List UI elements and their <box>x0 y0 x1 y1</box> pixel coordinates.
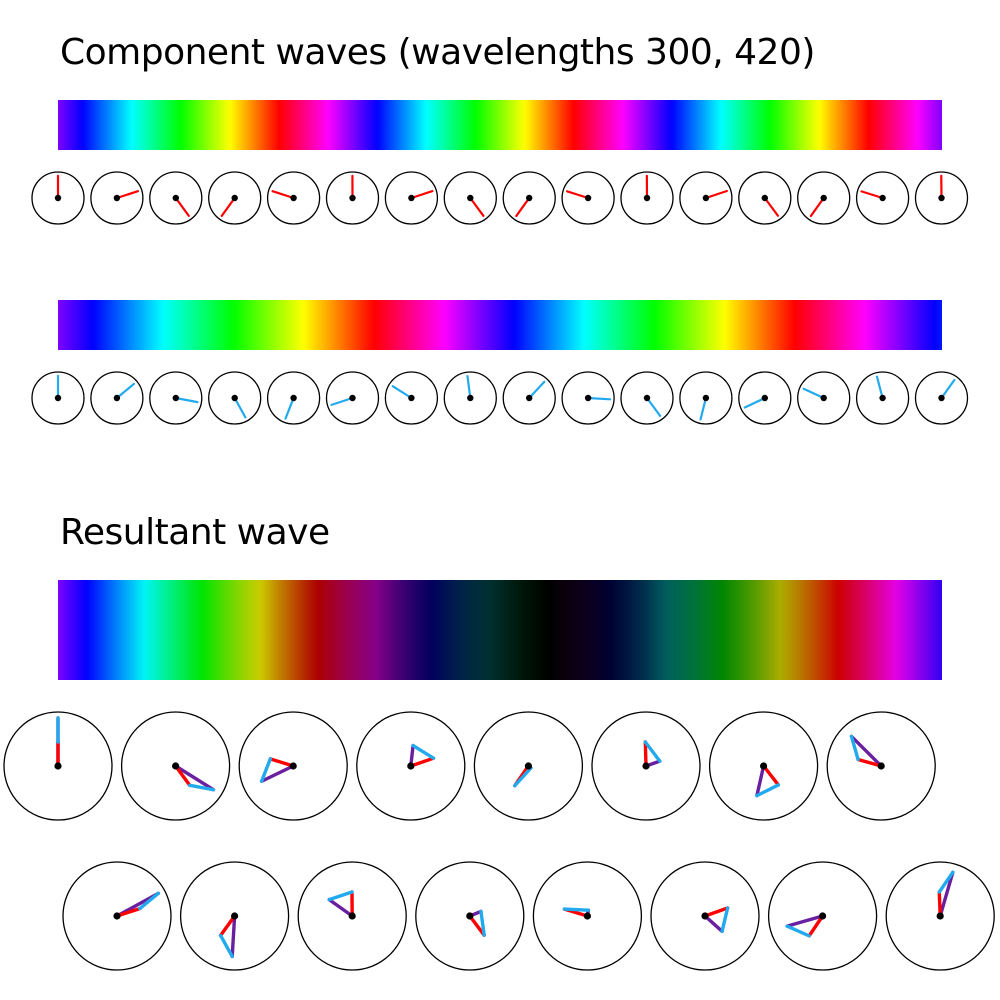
resultant-dial <box>179 861 290 971</box>
resultant-dial <box>650 861 760 971</box>
resultant-dial <box>238 711 348 821</box>
wave-1-dial <box>208 171 262 225</box>
wave-1-dial <box>502 171 556 225</box>
resultant-dial-grid <box>3 711 995 971</box>
wave-2-spectrum-bar <box>58 300 942 350</box>
resultant-dial <box>3 711 113 821</box>
wave-2-dial-row <box>31 371 969 425</box>
resultant-dial <box>356 711 466 821</box>
wave-1-dial <box>620 171 674 225</box>
resultant-dial <box>120 711 231 821</box>
resultant-spectrum-bar <box>58 580 942 680</box>
wave-1-dial <box>384 171 439 225</box>
wave-2-dial <box>914 371 969 425</box>
wave-1-dial <box>149 171 203 225</box>
wave-1-dial <box>325 171 380 225</box>
wave-2-dial <box>384 371 439 425</box>
wave-2-dial <box>90 371 144 425</box>
wave-1-dial <box>738 171 792 225</box>
wave-2-dial <box>443 371 497 425</box>
wave-1-dial <box>443 171 497 225</box>
wave-1-spectrum-bar <box>58 100 942 150</box>
wave-2-dial <box>149 371 203 425</box>
wave-2-dial <box>855 371 910 425</box>
resultant-dial <box>297 861 407 971</box>
wave-1-dial <box>679 171 733 225</box>
resultant-dial <box>415 861 525 971</box>
resultant-dial <box>826 711 936 821</box>
resultant-wave-title: Resultant wave <box>60 512 330 553</box>
resultant-dial <box>708 711 819 821</box>
wave-1-dial <box>561 171 615 225</box>
wave-2-dial <box>620 371 674 425</box>
resultant-dial <box>62 861 172 971</box>
wave-2-dial <box>738 371 792 425</box>
resultant-dial <box>591 711 701 821</box>
resultant-dial <box>885 861 995 971</box>
wave-2-dial <box>679 371 733 425</box>
wave-2-dial <box>325 371 380 425</box>
wave-2-dial <box>208 371 262 425</box>
wave-1-dial <box>914 171 969 225</box>
wave-2-dial <box>502 371 556 425</box>
wave-1-dial <box>90 171 144 225</box>
wave-2-dial <box>561 371 615 425</box>
wave-1-dial <box>855 171 910 225</box>
wave-1-dial <box>31 171 85 225</box>
wave-1-dial <box>797 171 851 225</box>
resultant-dial <box>473 711 584 821</box>
resultant-dial <box>767 861 878 971</box>
wave-2-dial <box>266 371 321 425</box>
wave-2-dial <box>31 371 85 425</box>
wave-2-dial <box>797 371 851 425</box>
wave-1-dial <box>266 171 321 225</box>
component-waves-title: Component waves (wavelengths 300, 420) <box>60 32 815 73</box>
wave-1-dial-row <box>31 171 969 225</box>
resultant-dial <box>532 861 643 971</box>
